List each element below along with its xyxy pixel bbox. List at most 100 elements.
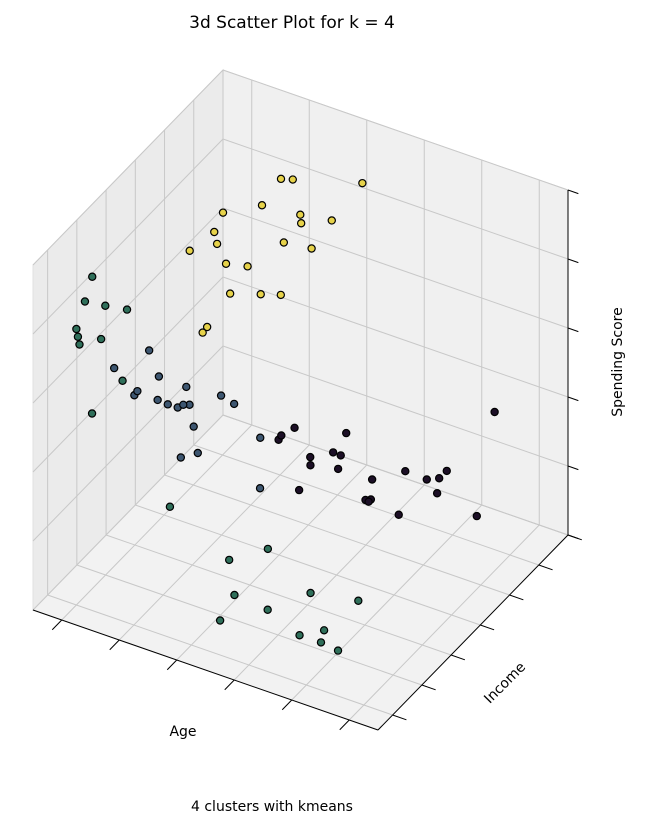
point bbox=[221, 259, 231, 268]
point bbox=[193, 448, 202, 458]
point bbox=[295, 631, 304, 640]
grid-line bbox=[32, 138, 224, 335]
point bbox=[163, 400, 172, 409]
point bbox=[442, 466, 451, 476]
point bbox=[75, 340, 84, 349]
point bbox=[109, 363, 119, 373]
point bbox=[212, 239, 222, 249]
point bbox=[210, 227, 219, 237]
point bbox=[154, 372, 164, 381]
grid-line bbox=[32, 345, 224, 542]
point bbox=[118, 376, 127, 385]
y-tick bbox=[392, 714, 407, 721]
x-tick bbox=[51, 619, 63, 631]
point bbox=[422, 475, 431, 484]
point bbox=[165, 502, 175, 511]
point bbox=[215, 616, 225, 625]
z-tick bbox=[567, 189, 579, 195]
point bbox=[144, 346, 154, 355]
point bbox=[354, 596, 363, 605]
point bbox=[342, 428, 351, 438]
point bbox=[96, 334, 106, 344]
point bbox=[243, 262, 252, 271]
point bbox=[87, 409, 97, 418]
point bbox=[367, 475, 377, 484]
point bbox=[288, 175, 297, 184]
x-tick bbox=[281, 699, 293, 711]
point bbox=[276, 290, 286, 300]
point bbox=[279, 238, 289, 247]
point bbox=[336, 451, 345, 460]
point bbox=[319, 626, 329, 635]
grid-line bbox=[291, 504, 483, 701]
point bbox=[434, 474, 444, 483]
point bbox=[257, 201, 267, 210]
point bbox=[229, 399, 239, 409]
point bbox=[224, 555, 234, 565]
point bbox=[306, 461, 315, 470]
point bbox=[218, 208, 228, 217]
grid-line bbox=[47, 594, 393, 716]
point bbox=[80, 297, 90, 306]
grid-line bbox=[32, 276, 224, 473]
z-tick bbox=[567, 465, 579, 471]
panes bbox=[32, 68, 569, 731]
grid-line bbox=[105, 534, 452, 656]
point bbox=[263, 605, 272, 614]
point bbox=[182, 382, 191, 392]
point bbox=[364, 497, 373, 506]
point bbox=[296, 210, 305, 219]
grid-line bbox=[32, 207, 224, 404]
z-tick bbox=[567, 258, 579, 264]
point bbox=[216, 391, 226, 400]
grid-line bbox=[222, 345, 569, 467]
point bbox=[306, 588, 315, 598]
point bbox=[333, 646, 343, 655]
grid-line bbox=[76, 564, 423, 686]
x-tick bbox=[166, 659, 178, 671]
point bbox=[202, 322, 212, 332]
point bbox=[256, 433, 265, 442]
x-tick bbox=[109, 639, 120, 651]
point bbox=[276, 174, 286, 184]
point bbox=[358, 178, 367, 188]
z-tick bbox=[567, 396, 579, 402]
y-tick bbox=[480, 624, 495, 631]
z-axis-label: Spending Score bbox=[610, 307, 626, 416]
point bbox=[263, 544, 273, 554]
x-tick bbox=[339, 719, 350, 731]
point bbox=[101, 301, 110, 310]
point bbox=[122, 305, 132, 314]
z-tick bbox=[567, 327, 579, 333]
grid-line bbox=[135, 504, 481, 626]
point bbox=[327, 216, 336, 225]
grid-line bbox=[61, 424, 253, 621]
grid-line bbox=[222, 69, 569, 191]
point bbox=[490, 407, 499, 417]
point bbox=[290, 423, 299, 432]
grid-line bbox=[32, 414, 224, 611]
z-tick bbox=[567, 534, 579, 540]
point bbox=[307, 244, 316, 253]
grid-line bbox=[176, 464, 368, 661]
point bbox=[394, 510, 403, 519]
point bbox=[179, 400, 188, 409]
grid-line bbox=[348, 524, 540, 721]
point bbox=[328, 448, 338, 457]
y-tick bbox=[538, 564, 553, 571]
point bbox=[88, 272, 97, 281]
grid-line bbox=[32, 69, 224, 266]
grid-line bbox=[222, 207, 569, 329]
point bbox=[230, 590, 239, 600]
y-tick bbox=[421, 684, 436, 691]
point bbox=[198, 328, 207, 337]
y-axis-line bbox=[377, 534, 569, 731]
point bbox=[176, 453, 186, 462]
point bbox=[255, 484, 265, 493]
point bbox=[277, 431, 286, 440]
point bbox=[189, 422, 198, 431]
point bbox=[133, 386, 142, 396]
grid-line bbox=[118, 444, 310, 641]
x-axis-line bbox=[32, 609, 379, 731]
y-axis-label: Income bbox=[481, 659, 529, 707]
